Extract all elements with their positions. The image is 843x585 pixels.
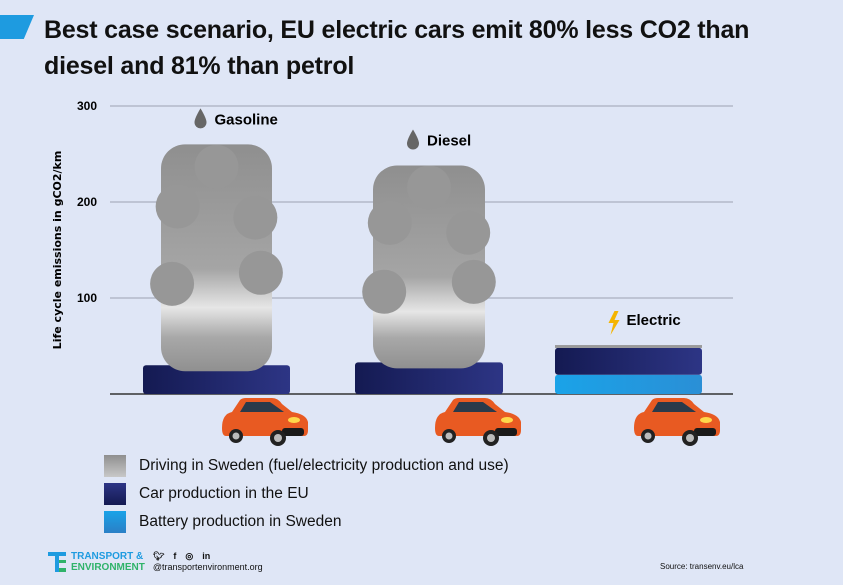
car-illustration: [222, 398, 308, 446]
smoke-puff: [446, 210, 491, 255]
fuel-drop-icon: [194, 108, 207, 129]
car-windows: [453, 402, 497, 412]
page-title: Best case scenario, EU electric cars emi…: [44, 16, 750, 80]
bar-segment-driving: [555, 345, 702, 348]
bar-segment-driving: [150, 144, 283, 372]
car-grille: [694, 428, 716, 436]
bar-segment-car-production: [355, 362, 503, 394]
car-headlight: [700, 417, 712, 423]
car-hubcap: [274, 434, 282, 442]
y-tick-label: 200: [77, 195, 97, 209]
website-link[interactable]: @transportenvironment.org: [152, 562, 263, 572]
smoke-puff: [233, 195, 278, 240]
car-hubcap: [232, 432, 240, 440]
y-tick-label: 300: [77, 99, 97, 113]
car-hubcap: [686, 434, 694, 442]
car-hubcap: [487, 434, 495, 442]
car-grille: [495, 428, 517, 436]
legend-item-driving: Driving in Sweden (fuel/electricity prod…: [104, 452, 509, 480]
car-windows: [652, 402, 696, 412]
smoke-puff: [407, 165, 451, 210]
bar-segment-car-production: [555, 347, 702, 375]
source-note: Source: transenv.eu/lca: [660, 562, 744, 571]
smoke-puff: [367, 200, 412, 245]
facebook-icon[interactable]: f: [173, 551, 177, 561]
te-logo-icon: [48, 552, 66, 572]
smoke-puff: [451, 259, 496, 304]
legend-item-battery: Battery production in Sweden: [104, 508, 509, 536]
car-grille: [282, 428, 304, 436]
car-hubcap: [445, 432, 453, 440]
linkedin-icon[interactable]: in: [202, 551, 211, 561]
twitter-icon[interactable]: 🐦︎: [152, 551, 165, 561]
legend-label: Driving in Sweden (fuel/electricity prod…: [139, 457, 509, 474]
legend: Driving in Sweden (fuel/electricity prod…: [104, 452, 509, 536]
bar-segment-car-production: [143, 365, 290, 394]
car-headlight: [501, 417, 513, 423]
legend-label: Car production in the EU: [139, 485, 309, 502]
smoke-puff: [238, 250, 283, 295]
bar-segment-battery: [555, 374, 702, 394]
social-links: 🐦︎ f ◎ in @transportenvironment.org: [153, 551, 263, 573]
lightning-icon: [608, 311, 620, 336]
instagram-icon[interactable]: ◎: [185, 551, 194, 561]
category-label: Diesel: [427, 133, 471, 150]
smoke-puff: [194, 144, 239, 189]
car-windows: [240, 402, 284, 412]
logo-text: TRANSPORT & ENVIRONMENT: [71, 551, 145, 573]
bar-segment-driving: [362, 165, 496, 369]
y-tick-label: 100: [77, 291, 97, 305]
y-axis-label: Life cycle emissions in gCO2/km: [51, 151, 64, 350]
category-label: Electric: [627, 312, 681, 329]
smoke-puff: [362, 269, 407, 314]
smoke-puff: [155, 184, 200, 229]
legend-swatch-driving: [104, 455, 126, 477]
car-hubcap: [644, 432, 652, 440]
car-headlight: [288, 417, 300, 423]
car-illustration: [435, 398, 521, 446]
car-illustration: [634, 398, 720, 446]
footer: TRANSPORT & ENVIRONMENT 🐦︎ f ◎ in @transpor…: [48, 551, 263, 573]
smoke-puff: [150, 261, 195, 306]
fuel-drop-icon: [407, 129, 419, 150]
legend-swatch-battery: [104, 511, 126, 533]
legend-label: Battery production in Sweden: [139, 513, 342, 530]
category-label: Gasoline: [215, 111, 278, 128]
legend-item-car-production: Car production in the EU: [104, 480, 509, 508]
legend-swatch-car-production: [104, 483, 126, 505]
